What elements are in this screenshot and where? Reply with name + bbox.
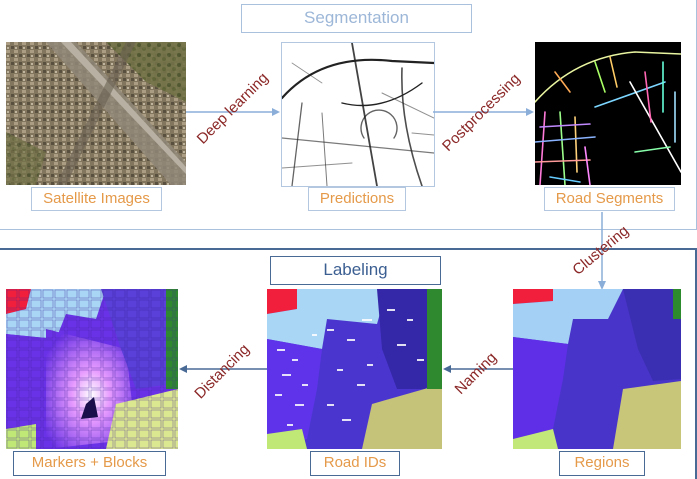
- arrow-road-ids-to-markers: [179, 365, 267, 373]
- arrow-satellite-to-predictions: [186, 108, 280, 116]
- labeling-section: [0, 248, 697, 479]
- road-ids-image: [267, 289, 442, 449]
- segmentation-title: Segmentation: [241, 4, 472, 33]
- caption-road-ids: Road IDs: [310, 451, 400, 476]
- satellite-image: [6, 42, 186, 185]
- caption-regions: Regions: [559, 451, 645, 476]
- caption-predictions: Predictions: [308, 187, 406, 211]
- markers-blocks-image: [6, 289, 178, 449]
- arrow-predictions-to-segments: [433, 108, 534, 116]
- caption-satellite-images: Satellite Images: [31, 187, 162, 211]
- road-segments-image: [535, 42, 681, 185]
- labeling-title: Labeling: [270, 256, 441, 285]
- arrow-segments-to-regions: [598, 212, 606, 290]
- caption-road-segments: Road Segments: [544, 187, 675, 211]
- caption-markers-blocks: Markers + Blocks: [13, 451, 166, 476]
- regions-image: [513, 289, 681, 449]
- arrow-regions-to-road-ids: [443, 365, 513, 373]
- predictions-image: [281, 42, 435, 187]
